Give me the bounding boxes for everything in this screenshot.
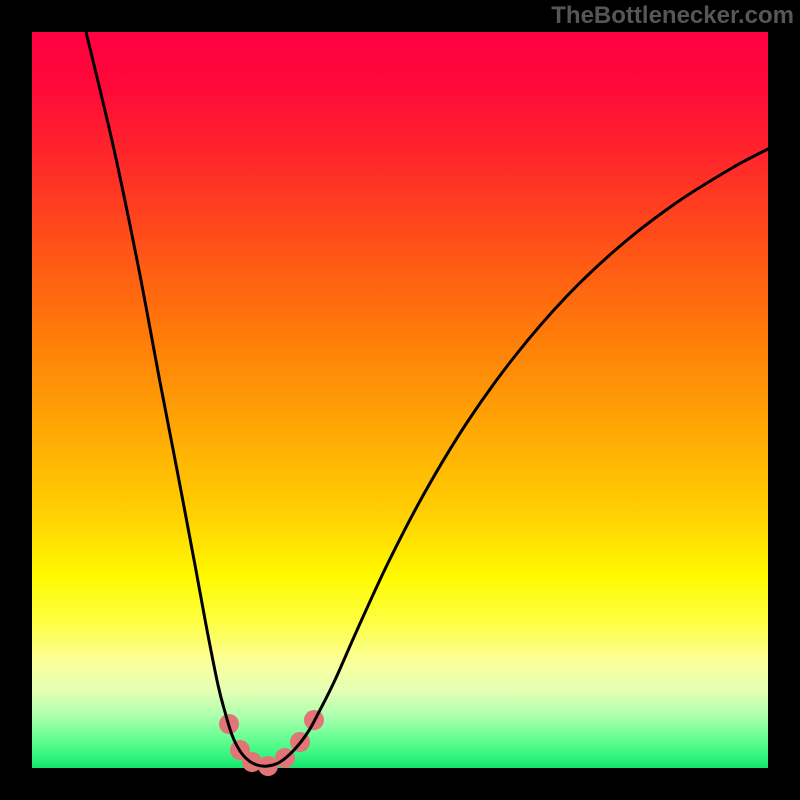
watermark-text: TheBottlenecker.com (551, 2, 794, 30)
chart-root: TheBottlenecker.com (0, 0, 800, 800)
curve-overlay (0, 0, 800, 800)
bottleneck-curve (86, 32, 768, 766)
